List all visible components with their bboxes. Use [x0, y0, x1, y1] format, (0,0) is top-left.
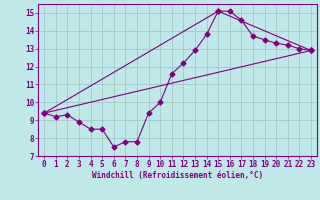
X-axis label: Windchill (Refroidissement éolien,°C): Windchill (Refroidissement éolien,°C)	[92, 171, 263, 180]
